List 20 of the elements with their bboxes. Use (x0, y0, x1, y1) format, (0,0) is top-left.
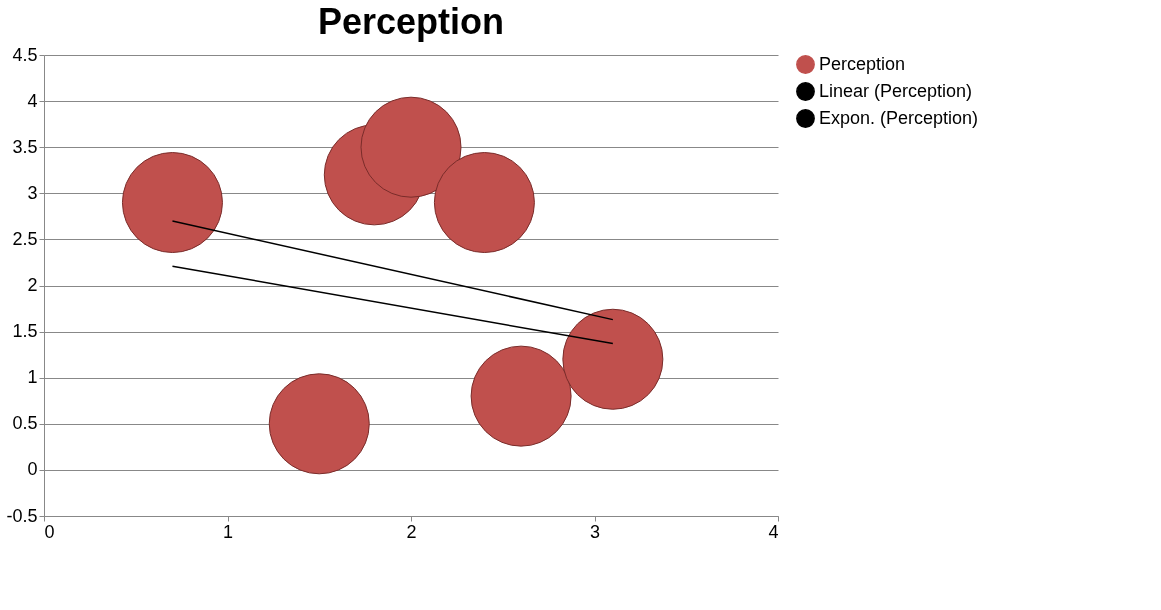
x-tick-label: 3 (589, 521, 601, 542)
y-tick-label: 2.5 (12, 228, 38, 249)
y-tick-label: 1 (27, 367, 38, 388)
y-tick-label: 1.5 (12, 321, 38, 342)
y-tick-label: 4.5 (12, 44, 38, 65)
y-tick-label: 3 (27, 182, 38, 203)
x-tick-label: 0 (44, 521, 55, 542)
legend-label: Expon. (Perception) (819, 107, 979, 128)
x-tick-label: 1 (222, 521, 234, 542)
y-tick-label: 2 (27, 275, 38, 295)
legend-label: Linear (Perception) (819, 80, 973, 101)
x-tick-label: 4 (768, 521, 779, 542)
y-tick-label: 0 (27, 459, 38, 480)
x-tick-label: 2 (406, 521, 417, 542)
y-tick-label: 4 (27, 90, 38, 111)
y-tick-label: -0.5 (6, 505, 38, 526)
y-tick-label: 0.5 (12, 413, 38, 434)
legend-label: Perception (819, 53, 906, 74)
y-tick-label: 3.5 (12, 136, 38, 157)
chart-title: Perception (317, 1, 505, 42)
